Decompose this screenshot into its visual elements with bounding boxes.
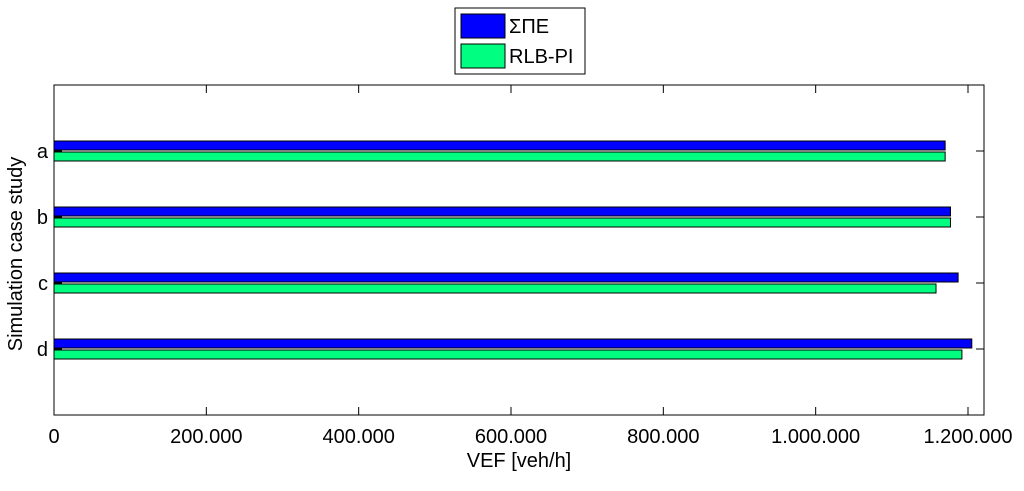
bar-series-2-d — [53, 349, 963, 360]
legend-label: ΣΠΕ — [509, 16, 549, 38]
x-tick-label: 400.000 — [323, 426, 395, 448]
legend-swatch — [460, 43, 506, 69]
x-tick-label: 600.000 — [475, 426, 547, 448]
y-tick-label: d — [37, 339, 48, 361]
x-tick-label: 200.000 — [170, 426, 242, 448]
y-axis: a b c d — [37, 141, 984, 361]
plot-frame — [53, 84, 985, 416]
bar-series-2-c — [53, 283, 937, 294]
x-axis: 0 200.000 400.000 600.000 800.000 1.000.000 1.… — [48, 85, 1012, 448]
legend-label: RLB-PI — [509, 46, 573, 68]
x-axis-title: VEF [veh/h] — [467, 450, 572, 472]
x-tick-label: 0 — [48, 426, 59, 448]
y-tick-label: b — [37, 207, 48, 229]
x-tick-label: 800.000 — [627, 426, 699, 448]
y-axis-title: Simulation case study — [5, 157, 27, 352]
y-tick-label: a — [37, 141, 49, 163]
legend-swatch — [460, 13, 506, 39]
bars-group — [53, 140, 973, 360]
bar-series-1-d — [53, 338, 973, 349]
bar-series-1-b — [53, 206, 951, 217]
bar-series-1-c — [53, 272, 959, 283]
bar-series-1-a — [53, 140, 946, 151]
y-tick-label: c — [38, 273, 48, 295]
x-tick-label: 1.000.000 — [771, 426, 860, 448]
bar-series-2-a — [53, 151, 946, 162]
bar-series-2-b — [53, 217, 951, 228]
legend: ΣΠΕ RLB-PI — [454, 7, 586, 75]
x-tick-label: 1.200.000 — [924, 426, 1013, 448]
